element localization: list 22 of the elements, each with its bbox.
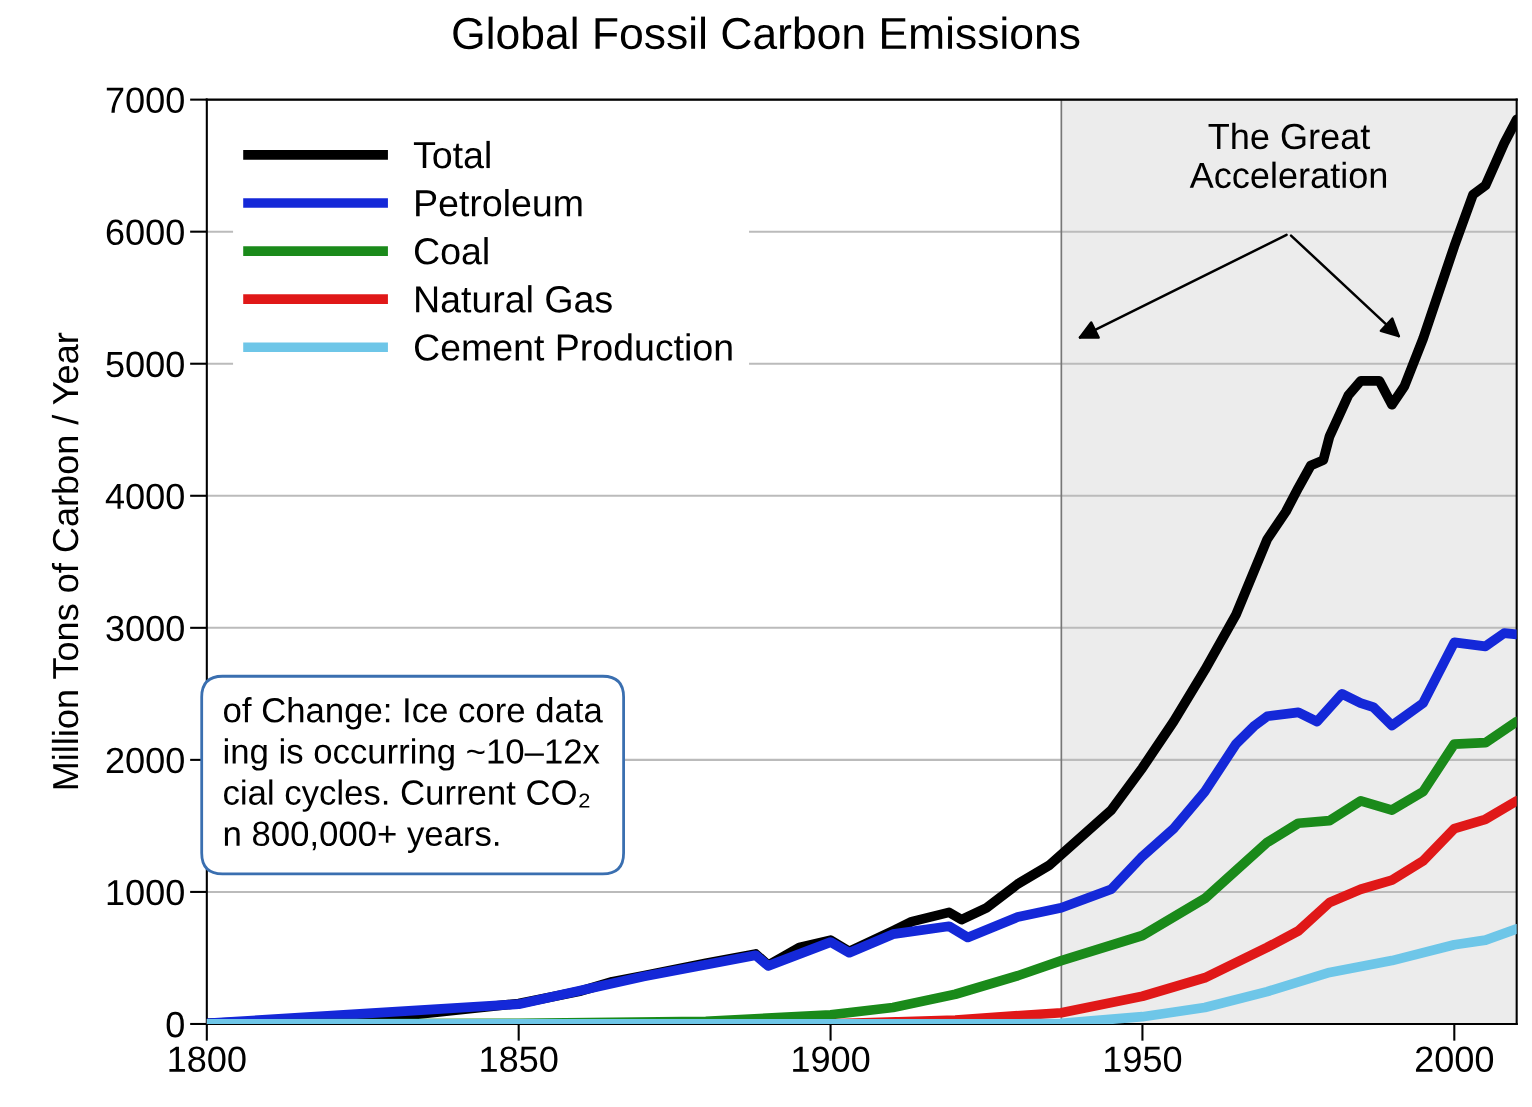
y-tick-label: 7000 xyxy=(106,87,184,114)
y-tick-label: 5000 xyxy=(106,351,184,378)
y-tick-label: 4000 xyxy=(105,483,184,510)
y-tick-label: 0 xyxy=(166,1011,184,1038)
y-tick-label: 6000 xyxy=(106,219,184,246)
y-axis-title: Million Tons of Carbon / Year xyxy=(51,332,79,789)
annotation: of Change: Ice core data ing is occurring ~10–12x cial cycles. Current CO₂ n 800,000+ years. xyxy=(224,697,603,853)
legend-label: Coal xyxy=(414,237,488,265)
y-tick-label: 1000 xyxy=(107,879,184,906)
x-tick-label: 2000 xyxy=(1415,1046,1494,1073)
x-tick-label: 1800 xyxy=(169,1046,246,1073)
legend-label: Natural Gas xyxy=(416,285,612,313)
chart-title: Global Fossil Carbon Emissions xyxy=(453,16,1080,50)
legend-label: Petroleum xyxy=(416,188,582,217)
legend-label: Cement Production xyxy=(414,333,732,361)
y-tick-label: 3000 xyxy=(106,615,184,642)
x-tick-label: 1900 xyxy=(793,1046,870,1073)
legend-label: Total xyxy=(413,140,490,169)
x-tick-label: 1850 xyxy=(481,1046,558,1073)
band-label: The Great Acceleration xyxy=(1189,122,1387,189)
y-tick-label: 2000 xyxy=(106,747,184,774)
x-tick-label: 1950 xyxy=(1105,1046,1182,1073)
